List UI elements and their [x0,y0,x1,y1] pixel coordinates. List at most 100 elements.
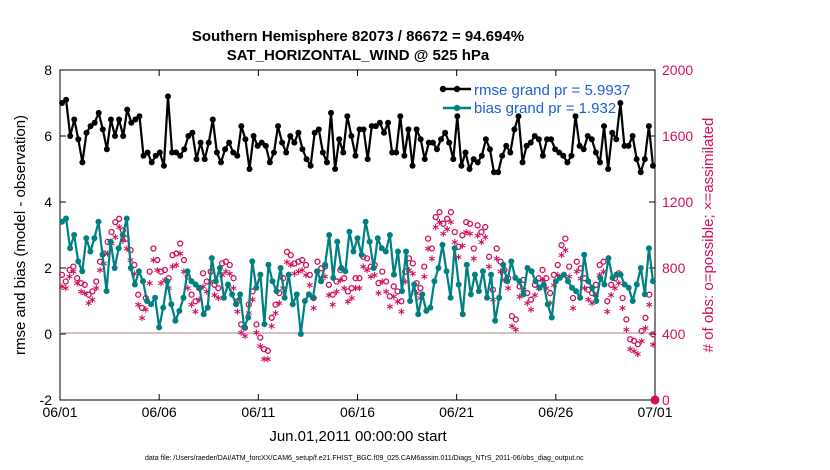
bias-point [573,288,580,295]
obs-assimilated-marker: * [154,266,161,281]
rmse-point [328,109,335,116]
rmse-point [364,156,371,163]
obs-assimilated-marker: * [66,273,73,288]
bias-point [350,248,357,255]
rmse-point [405,126,412,133]
rmse-point [279,139,286,146]
bias-point [168,301,175,308]
bias-point [257,271,264,278]
obs-possible-marker [230,275,237,282]
obs-assimilated-marker: * [322,273,329,288]
rmse-point [446,139,453,146]
rmse-point [319,149,326,156]
bias-point [123,215,130,222]
bias-point [131,281,138,288]
legend-bias-marker [453,104,461,112]
obs-assimilated-marker: * [387,302,394,317]
obs-assimilated-marker: * [482,233,489,248]
x-tick-label: 06/26 [538,404,573,420]
obs-possible-marker [470,245,477,252]
bias-point [63,215,70,222]
bias-point [508,258,515,265]
obs-assimilated-marker: * [78,287,85,302]
obs-possible-marker [302,261,310,269]
legend-rmse-marker [439,85,447,93]
bias-point [532,278,539,285]
obs-assimilated-marker: * [428,254,435,269]
obs-assimilated-marker: * [112,233,119,248]
rmse-point [511,126,518,133]
data-layer: ****************************************… [59,93,660,405]
bias-point [200,311,207,318]
bias-point [245,314,252,321]
obs-assimilated-marker: * [238,329,245,344]
rmse-point [450,156,457,163]
y-tick-label: 4 [44,194,52,210]
obs-assimilated-marker: * [333,287,340,302]
rmse-point [348,133,355,139]
bias-point [59,218,66,225]
rmse-point [193,156,200,163]
rmse-point [486,146,493,153]
obs-assimilated-marker: * [478,238,485,253]
bias-point [326,232,333,238]
obs-possible-marker [539,266,546,274]
obs-possible-marker [607,281,615,288]
rmse-point [601,123,608,130]
rmse-point [633,156,640,163]
obs-assimilated-marker: * [276,299,283,314]
obs-assimilated-marker: * [360,263,367,278]
bias-point [390,271,397,278]
obs-assimilated-marker: * [650,340,657,355]
rmse-point [181,146,188,153]
bias-point [536,284,543,291]
y-tick-label: 0 [44,326,52,342]
bias-point [83,235,90,242]
bias-point [148,301,155,308]
obs-possible-marker [173,250,180,257]
obs-assimilated-marker: * [268,322,275,337]
rmse-point [275,123,282,130]
obs-possible-marker [440,220,447,227]
rmse-point [87,123,94,130]
rmse-point [254,142,261,149]
rmse-point [556,149,563,156]
bias-point [459,311,466,318]
bias-point [67,245,74,252]
bias-point [103,288,110,295]
obs-assimilated-marker: * [570,304,577,319]
bias-point [301,298,308,304]
obs-possible-marker [85,291,92,298]
obs-assimilated-marker: * [116,223,123,238]
obs-possible-marker [527,296,535,303]
obs-possible-marker [363,255,371,262]
obs-possible-marker [474,222,481,229]
obs-possible-marker [482,223,489,231]
obs-assimilated-marker: * [352,284,359,299]
bias-point [569,284,576,291]
rmse-point [189,129,196,136]
obs-possible-marker [630,337,638,345]
rmse-point [332,166,339,172]
bias-point [556,274,563,281]
obs-assimilated-marker: * [356,284,363,299]
obs-assimilated-marker: * [348,294,355,309]
obs-assimilated-marker: * [612,284,619,299]
rmse-point [95,109,102,116]
rmse-point [576,142,583,149]
bias-point [419,291,426,298]
obs-assimilated-marker: * [123,245,130,260]
rmse-point [79,159,86,166]
rmse-point [283,149,290,156]
obs-possible-marker [421,263,428,270]
obs-assimilated-marker: * [264,355,271,370]
obs-possible-marker [447,209,455,216]
y-right-tick-label: 400 [662,326,686,342]
obs-assimilated-marker: * [161,276,168,291]
bias-point [273,288,280,295]
plot-frame [59,69,656,401]
y-tick-label: -2 [40,392,53,408]
x-tick-label: 06/21 [439,404,474,420]
obs-assimilated-marker: * [531,291,538,306]
obs-assimilated-marker: * [573,268,580,283]
